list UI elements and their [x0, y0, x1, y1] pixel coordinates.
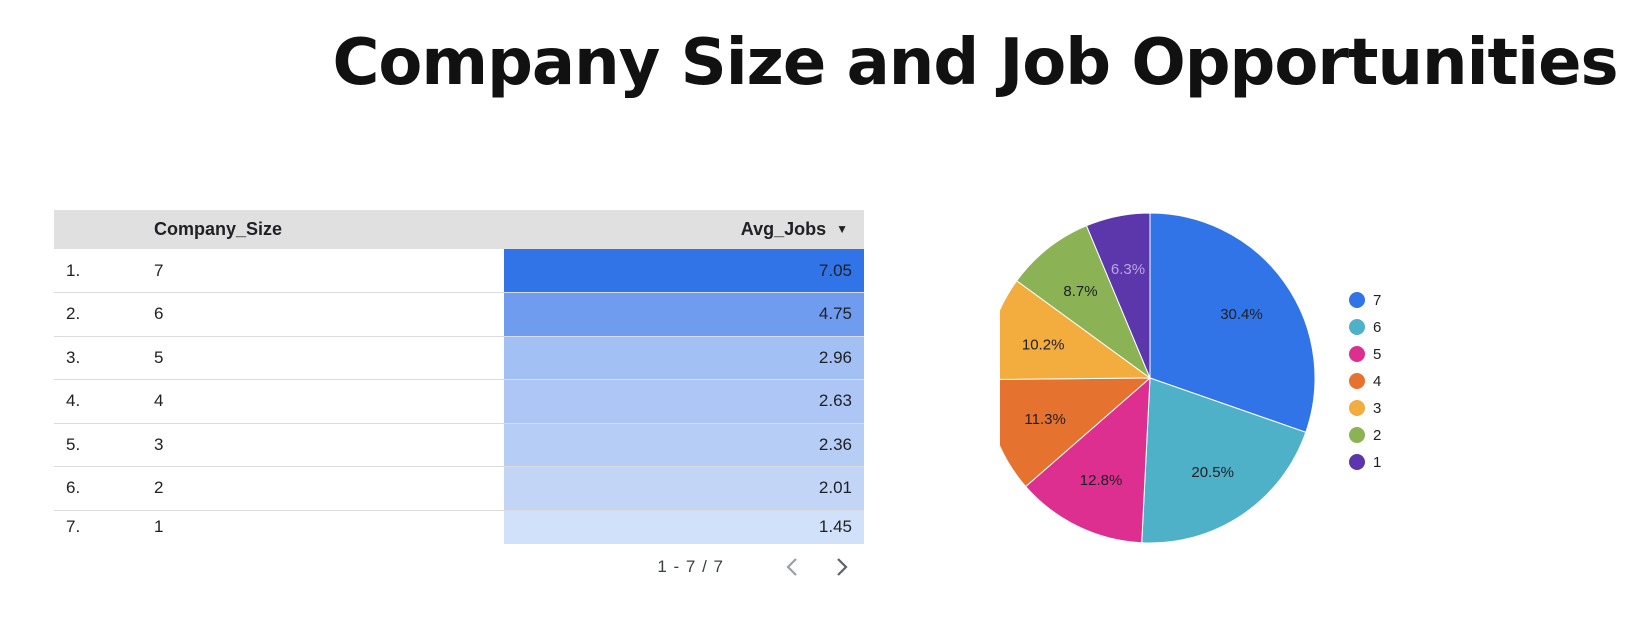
pie-slice-4[interactable]	[1000, 377, 1152, 488]
pie-data-label: 20.5%	[1191, 464, 1234, 481]
pie-slice-6[interactable]	[1141, 377, 1307, 544]
avg-jobs-cell: 2.36	[504, 423, 864, 467]
pie-data-label: 10.2%	[1022, 337, 1065, 354]
row-index: 3.	[66, 347, 81, 367]
avg-jobs-cell: 7.05	[504, 249, 864, 293]
company-size-cell: 6	[154, 304, 164, 324]
avg-jobs-cell: 1.45	[504, 510, 864, 544]
table-row[interactable]: 1. 7 7.05	[54, 249, 864, 293]
legend-swatch	[1349, 400, 1365, 416]
pie-slice-5[interactable]	[1025, 376, 1151, 544]
table-row[interactable]: 4. 4 2.63	[54, 379, 864, 423]
table-row[interactable]: 3. 5 2.96	[54, 336, 864, 380]
company-size-header-label: Company_Size	[154, 219, 283, 239]
legend-label[interactable]: 4	[1373, 373, 1381, 390]
legend-swatch	[1349, 319, 1365, 335]
avg-jobs-cell: 2.63	[504, 379, 864, 423]
table-header-row: Company_Size Avg_Jobs ▼	[54, 210, 864, 249]
row-index: 7.	[66, 517, 81, 537]
legend-label[interactable]: 3	[1373, 400, 1381, 417]
legend-swatch	[1349, 454, 1365, 470]
pie-slice-1[interactable]	[1085, 212, 1151, 379]
page-title: Company Size and Job Opportunities	[332, 26, 1618, 100]
sort-descending-icon[interactable]: ▼	[836, 222, 848, 236]
row-index: 2.	[66, 304, 81, 324]
pie-slice-2[interactable]	[1015, 225, 1152, 380]
chevron-left-icon	[786, 558, 797, 576]
pie-slices	[1000, 212, 1316, 544]
legend-swatch	[1349, 346, 1365, 362]
row-index: 6.	[66, 478, 81, 498]
pagination-range: 1 - 7 / 7	[657, 557, 724, 576]
company-size-cell: 5	[154, 347, 164, 367]
row-index: 4.	[66, 391, 81, 411]
company-size-column-header[interactable]: Company_Size	[154, 210, 504, 249]
data-table: Company_Size Avg_Jobs ▼ 1. 7 7.05 2. 6 4.75 3. 5…	[54, 210, 864, 544]
company-size-cell: 2	[154, 478, 164, 498]
row-index: 1.	[66, 260, 81, 280]
index-column-header	[54, 210, 154, 249]
pie-data-label: 12.8%	[1080, 472, 1123, 489]
table-row[interactable]: 5. 3 2.36	[54, 423, 864, 467]
company-size-cell: 3	[154, 434, 164, 454]
pagination: 1 - 7 / 7	[54, 552, 864, 582]
company-size-cell: 1	[154, 517, 164, 537]
avg-jobs-cell: 4.75	[504, 292, 864, 336]
company-size-cell: 7	[154, 260, 164, 280]
table-body: 1. 7 7.05 2. 6 4.75 3. 5 2.96 4. 4 2.63 5. 3 2.36 6. 2 2.…	[54, 249, 864, 544]
pie-data-label: 11.3%	[1024, 411, 1065, 428]
chevron-right-icon	[837, 558, 848, 576]
legend-label[interactable]: 2	[1373, 427, 1381, 444]
previous-page-button[interactable]	[780, 555, 804, 579]
pie-slice-3[interactable]	[1000, 280, 1152, 380]
legend-label[interactable]: 1	[1373, 454, 1381, 471]
legend-swatch	[1349, 292, 1365, 308]
legend-label[interactable]: 5	[1373, 346, 1381, 363]
avg-jobs-column-header[interactable]: Avg_Jobs ▼	[504, 210, 864, 249]
legend-label[interactable]: 7	[1373, 292, 1381, 309]
table-row[interactable]: 6. 2 2.01	[54, 466, 864, 510]
next-page-button[interactable]	[830, 555, 854, 579]
pie-labels: 30.4% 20.5% 12.8% 11.3% 10.2% 8.7% 6.3%	[1022, 261, 1263, 489]
chart-legend: 7 6 5 4 3 2 1	[1349, 292, 1381, 471]
legend-swatch	[1349, 373, 1365, 389]
legend-swatch	[1349, 427, 1365, 443]
avg-jobs-header-label: Avg_Jobs	[740, 219, 827, 239]
avg-jobs-cell: 2.96	[504, 336, 864, 380]
avg-jobs-cell: 2.01	[504, 466, 864, 510]
table-row[interactable]: 7. 1 1.45	[54, 510, 864, 544]
pie-data-label: 8.7%	[1063, 283, 1097, 300]
row-index: 5.	[66, 434, 81, 454]
pie-chart: 30.4% 20.5% 12.8% 11.3% 10.2% 8.7% 6.3% 7 6 5 4 3 2…	[1000, 212, 1381, 544]
pie-slice-7[interactable]	[1149, 212, 1316, 433]
legend-label[interactable]: 6	[1373, 319, 1381, 336]
pie-data-label: 30.4%	[1220, 306, 1263, 323]
company-size-cell: 4	[154, 391, 164, 411]
pie-data-label: 6.3%	[1111, 261, 1145, 278]
table-row[interactable]: 2. 6 4.75	[54, 292, 864, 336]
